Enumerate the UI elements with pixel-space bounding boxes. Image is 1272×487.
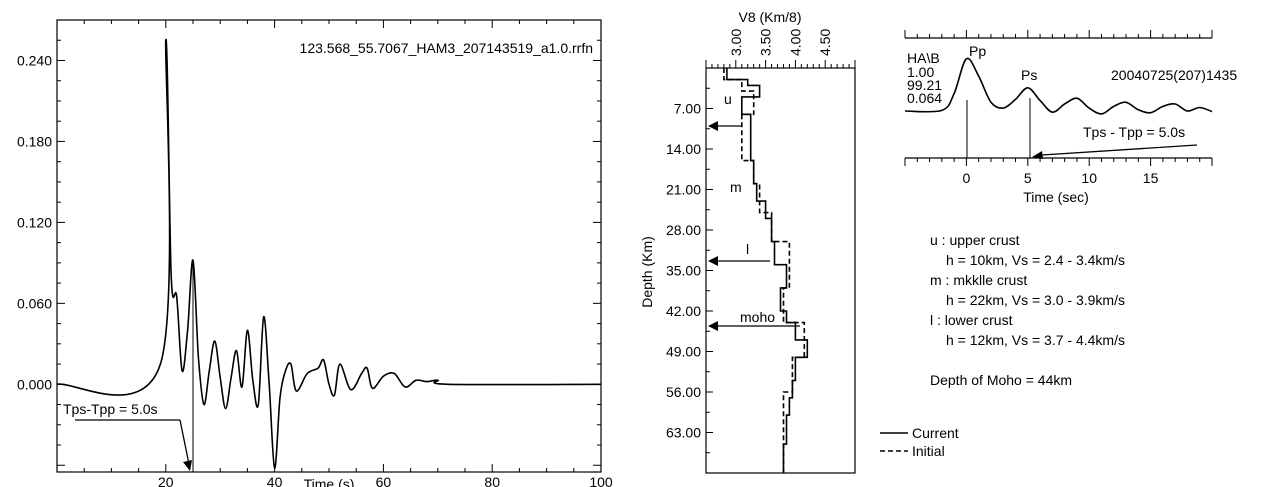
panel-a-y-tick-label: 0.060 xyxy=(17,295,52,311)
panel-a-x-tick-label: 100 xyxy=(589,474,613,487)
panel-c-top-ticks xyxy=(904,30,1213,38)
synthetic-waveform-panel: 0 5 10 15 Pp Ps 20040725(207)1435 Tps - Tpp… xyxy=(904,30,1237,205)
panel-b-y-tick-label: 42.00 xyxy=(666,303,701,319)
panel-b-x-tick-label: 3.50 xyxy=(758,29,774,56)
note-u-title: u : upper crust xyxy=(930,232,1020,248)
panel-b-x-tick-label: 4.50 xyxy=(817,29,833,56)
current-velocity-model xyxy=(726,68,809,473)
note-l-detail: h = 12km, Vs = 3.7 - 4.4km/s xyxy=(946,332,1125,348)
layer-arrow-u-head xyxy=(708,121,718,131)
annotation-arrow-head xyxy=(183,460,192,471)
panel-b-y-tick-label: 7.00 xyxy=(674,101,701,117)
panel-b-ylabel: Depth (Km) xyxy=(639,236,655,308)
crust-notes: u : upper crust h = 10km, Vs = 2.4 - 3.4… xyxy=(930,232,1125,388)
panel-a-title: 123.568_55.7067_HAM3_207143519_a1.0.rrfn xyxy=(300,40,593,56)
initial-velocity-model xyxy=(723,68,806,473)
panel-b-x-tick-label: 3.00 xyxy=(728,29,744,56)
panel-c-x-tick-label: 10 xyxy=(1081,170,1097,186)
synthetic-waveform-curve xyxy=(904,57,1213,115)
legend-initial-label: Initial xyxy=(912,443,945,459)
panel-b-y-tick-label: 28.00 xyxy=(666,222,701,238)
layer-label-m: m xyxy=(730,179,742,195)
note-u-detail: h = 10km, Vs = 2.4 - 3.4km/s xyxy=(946,252,1125,268)
panel-a-y-axis: 0.240 0.180 0.120 0.060 0.000 xyxy=(17,39,601,466)
panel-a-y-tick-label: 0.240 xyxy=(17,52,52,68)
panel-b-frame xyxy=(705,67,856,474)
note-m-title: m : mkklle crust xyxy=(930,272,1027,288)
panel-c-x-tick-label: 15 xyxy=(1143,170,1159,186)
panel-c-annotation: Tps - Tpp = 5.0s xyxy=(1083,124,1185,140)
panel-a-xlabel: Time (s) xyxy=(304,476,355,487)
panel-c-arrow-head xyxy=(1032,151,1043,159)
layer-label-u: u xyxy=(724,91,732,107)
station-line-1: HA\B xyxy=(907,50,940,66)
station-line-4: 0.064 xyxy=(907,90,942,106)
panel-c-x-axis: 0 5 10 15 xyxy=(904,158,1213,186)
note-moho: Depth of Moho = 44km xyxy=(930,372,1072,388)
panel-c-leader-line xyxy=(1041,144,1198,156)
panel-a-y-tick-label: 0.120 xyxy=(17,214,52,230)
panel-b-minor-ticks xyxy=(705,60,856,68)
panel-c-x-tick-label: 5 xyxy=(1024,170,1032,186)
layer-label-l: l xyxy=(746,241,749,257)
station-line-2: 1.00 xyxy=(907,64,934,80)
panel-a-x-axis: 20 40 60 80 100 xyxy=(83,20,613,487)
panel-b-y-tick-label: 63.00 xyxy=(666,425,701,441)
ps-label: Ps xyxy=(1021,67,1037,83)
panel-a-x-tick-label: 20 xyxy=(158,474,174,487)
pp-label: Pp xyxy=(969,43,986,59)
panel-a-x-tick-label: 80 xyxy=(484,474,500,487)
layer-label-moho: moho xyxy=(740,309,775,325)
panel-a-x-tick-label: 40 xyxy=(267,474,283,487)
receiver-function-panel: 20 40 60 80 100 0.240 0.180 0.120 0.060 0.000 12… xyxy=(17,19,613,487)
panel-c-x-tick-label: 0 xyxy=(963,170,971,186)
layer-arrow-moho-head xyxy=(708,321,718,331)
panel-b-y-tick-label: 35.00 xyxy=(666,263,701,279)
receiver-function-curve xyxy=(56,39,602,469)
panel-a-x-tick-label: 60 xyxy=(376,474,392,487)
legend-current-label: Current xyxy=(912,425,959,441)
velocity-model-panel: 3.00 3.50 4.00 4.50 7.00 14.00 21.00 28.00 35.0… xyxy=(639,9,959,474)
layer-arrow-l-head xyxy=(708,256,718,266)
panel-b-x-tick-label: 4.00 xyxy=(787,29,803,56)
panel-b-y-tick-label: 56.00 xyxy=(666,384,701,400)
panel-b-y-tick-label: 49.00 xyxy=(666,344,701,360)
panel-b-y-tick-label: 21.00 xyxy=(666,182,701,198)
panel-a-annotation: Tps-Tpp = 5.0s xyxy=(63,401,158,417)
panel-a-y-tick-label: 0.000 xyxy=(17,376,52,392)
note-m-detail: h = 22km, Vs = 3.0 - 3.9km/s xyxy=(946,292,1125,308)
panel-b-y-axis: 7.00 14.00 21.00 28.00 35.00 42.00 49.00 56.00 6… xyxy=(666,87,713,454)
panel-b-x-axis: 3.00 3.50 4.00 4.50 xyxy=(728,29,833,56)
panel-b-y-tick-label: 14.00 xyxy=(666,141,701,157)
panel-a-y-tick-label: 0.180 xyxy=(17,133,52,149)
event-id: 20040725(207)1435 xyxy=(1111,67,1237,83)
panel-c-xlabel: Time (sec) xyxy=(1023,189,1089,205)
panel-b-top-label: V8 (Km/8) xyxy=(738,9,801,25)
station-line-3: 99.21 xyxy=(907,77,942,93)
note-l-title: l : lower crust xyxy=(930,312,1013,328)
